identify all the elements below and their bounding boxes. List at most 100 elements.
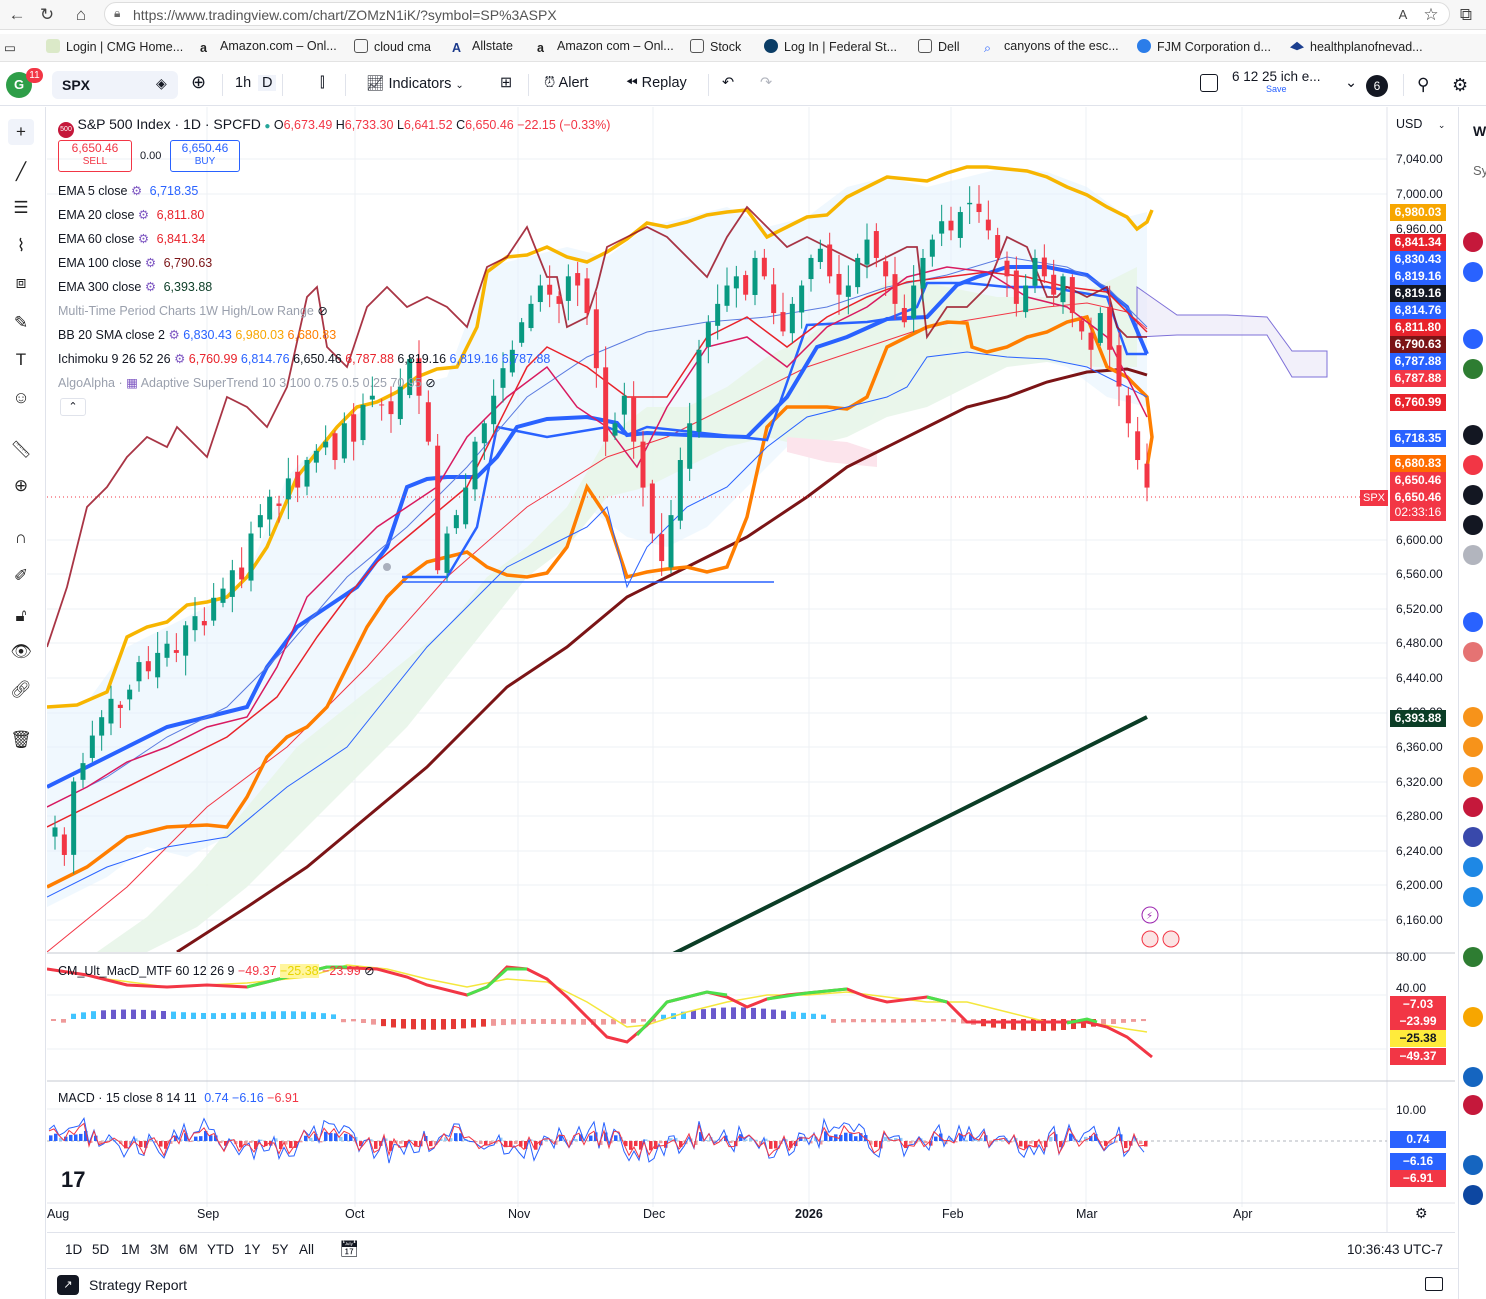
candle[interactable] [724, 285, 730, 306]
settings-gear-icon[interactable]: ⚙ [1452, 75, 1469, 95]
candle[interactable] [71, 781, 77, 855]
us-economic-event-icon[interactable] [1141, 930, 1159, 948]
bookmark-healthplan[interactable]: healthplanofnevad... [1290, 39, 1423, 54]
candle[interactable] [145, 661, 151, 672]
currency-select[interactable]: USD ⌄ [1396, 117, 1446, 131]
candle[interactable] [351, 414, 357, 442]
candle[interactable] [397, 386, 403, 420]
candle[interactable] [612, 423, 618, 436]
candle[interactable] [313, 450, 319, 463]
watchlist-item-icon[interactable] [1463, 797, 1483, 817]
emoji-icon[interactable]: ☺ [12, 388, 30, 407]
candle[interactable] [201, 621, 207, 626]
stay-drawing-icon[interactable]: ✐ [13, 566, 29, 585]
candle[interactable] [444, 533, 450, 573]
candle[interactable] [1079, 320, 1085, 332]
watchlist-item-icon[interactable] [1463, 1007, 1483, 1027]
candle[interactable] [52, 827, 58, 837]
candle[interactable] [995, 235, 1001, 258]
candle[interactable] [649, 483, 655, 534]
candle[interactable] [799, 285, 805, 313]
replay-button[interactable]: ⏪︎ Replay [626, 75, 687, 91]
bookmark-dell[interactable]: Dell [918, 39, 960, 54]
zoom-in-icon[interactable]: ⊕ [13, 476, 29, 495]
candle[interactable] [556, 296, 562, 304]
candle[interactable] [99, 717, 105, 736]
candle[interactable] [435, 445, 441, 571]
candle[interactable] [537, 285, 543, 303]
bookmark-allstate[interactable]: A Allstate [452, 39, 513, 55]
layout-icon[interactable] [1200, 74, 1218, 92]
bookmark-stock[interactable]: Stock [690, 39, 741, 54]
candle[interactable] [360, 404, 366, 441]
us-economic-event-icon-2[interactable] [1162, 930, 1180, 948]
candle[interactable] [89, 735, 95, 758]
candle[interactable] [855, 257, 861, 288]
layout-name-button[interactable]: 6 12 25 ich e... Save [1232, 69, 1321, 94]
candle[interactable] [827, 244, 833, 277]
candle[interactable] [967, 202, 973, 205]
hide-drawings-icon[interactable]: 👁︎ [10, 642, 32, 661]
bookmark-canyons[interactable]: ⌕ canyons of the esc... [984, 39, 1119, 55]
candle[interactable] [388, 401, 394, 415]
candle[interactable] [939, 221, 945, 234]
watchlist-item-icon[interactable] [1463, 1095, 1483, 1115]
price-chart[interactable]: ⚡ 17 Aug Sep Oct Nov Dec 2026 Feb Mar Ap… [47, 107, 1455, 1232]
candle[interactable] [584, 278, 590, 314]
time-axis-settings-icon[interactable]: ⚙ [1415, 1205, 1428, 1221]
candle[interactable] [1051, 274, 1057, 295]
candle[interactable] [715, 303, 721, 326]
candle[interactable] [285, 478, 291, 500]
candle[interactable] [901, 307, 907, 323]
read-aloud-icon[interactable]: A [1398, 7, 1408, 22]
candle[interactable] [472, 441, 478, 490]
date-range-calendar-icon[interactable]: 📅︎ [339, 1241, 360, 1258]
bookmark-amazon-2[interactable]: a Amazon com – Onl... [537, 39, 674, 55]
watchlist-item-icon[interactable] [1463, 707, 1483, 727]
flash-event-icon[interactable] [1141, 906, 1159, 924]
lock-drawings-icon[interactable]: 🔓︎ [15, 606, 27, 625]
candle[interactable] [547, 284, 553, 295]
candle[interactable] [892, 274, 898, 304]
candle[interactable] [453, 515, 459, 529]
candle[interactable] [528, 303, 534, 329]
interval-d[interactable]: D [258, 75, 277, 91]
strategy-report-panel[interactable]: ↗ Strategy Report [47, 1268, 1458, 1299]
crosshair-icon[interactable]: + [8, 119, 34, 145]
candle[interactable] [668, 515, 674, 568]
candle[interactable] [771, 284, 777, 314]
candle[interactable] [519, 322, 525, 343]
collapse-legend-button[interactable]: ⌃ [60, 398, 86, 416]
chart-type-candles-icon[interactable]: ⫿ [320, 75, 325, 91]
candle[interactable] [1041, 257, 1047, 277]
candle[interactable] [911, 285, 917, 319]
fib-retracement-icon[interactable]: ☰ [13, 198, 29, 217]
watchlist-item-icon[interactable] [1463, 329, 1483, 349]
indicators-button[interactable]: 📈︎ Indicators ⌄ [366, 76, 464, 92]
candle[interactable] [789, 303, 795, 334]
back-icon[interactable]: ← [8, 5, 26, 24]
watchlist-item-icon[interactable] [1463, 827, 1483, 847]
candle[interactable] [407, 358, 413, 396]
forecast-icon[interactable]: ⧈ [15, 273, 27, 292]
candle[interactable] [183, 625, 189, 656]
candle[interactable] [323, 441, 329, 448]
candle[interactable] [845, 285, 851, 297]
candle[interactable] [565, 276, 571, 301]
refresh-icon[interactable]: ↻ [39, 5, 55, 24]
watchlist-item-icon[interactable] [1463, 515, 1483, 535]
candle[interactable] [416, 358, 422, 396]
candle[interactable] [509, 349, 515, 373]
watchlist-item-icon[interactable] [1463, 737, 1483, 757]
watchlist-item-icon[interactable] [1463, 262, 1483, 282]
candle[interactable] [239, 567, 245, 580]
candle[interactable] [621, 395, 627, 415]
candle[interactable] [929, 239, 935, 257]
maximize-panel-icon[interactable] [1425, 1277, 1443, 1291]
candle[interactable] [705, 322, 711, 347]
candle[interactable] [80, 763, 86, 780]
buy-button[interactable]: 6,650.46 BUY [170, 140, 240, 172]
candle[interactable] [211, 597, 217, 621]
candle[interactable] [332, 433, 338, 461]
candle[interactable] [257, 515, 263, 528]
